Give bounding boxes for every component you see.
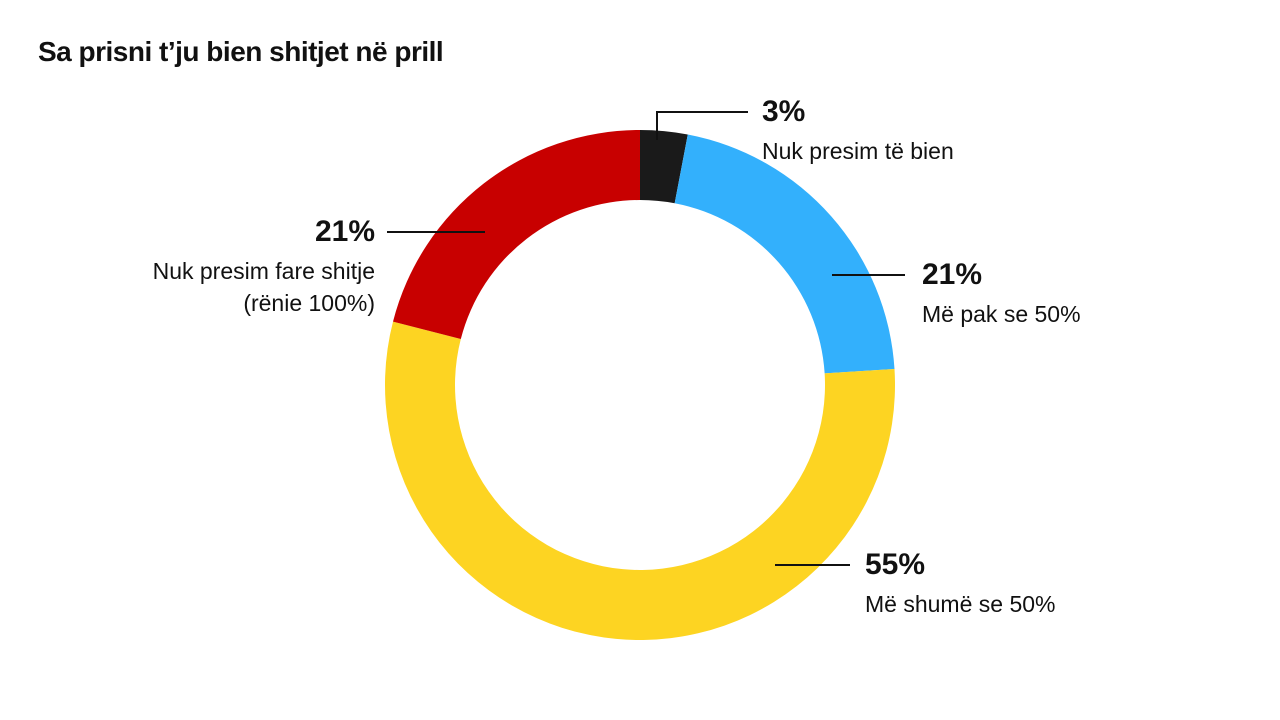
category-label: Nuk presim të bien	[762, 138, 954, 164]
donut-segment	[385, 321, 895, 640]
value-label: 55%	[865, 548, 926, 581]
donut-segment	[393, 130, 640, 339]
chart-title: Sa prisni t’ju bien shitjet në prill	[38, 36, 444, 67]
value-label: 21%	[922, 258, 983, 291]
category-label: Më shumë se 50%	[865, 591, 1056, 617]
category-label: Më pak se 50%	[922, 301, 1081, 327]
leader-line	[656, 111, 748, 140]
value-label: 21%	[314, 215, 375, 248]
value-label: 3%	[762, 95, 806, 128]
category-label: Nuk presim fare shitje (rënie 100%)	[152, 258, 375, 316]
donut-segment	[674, 134, 895, 374]
donut-segment	[640, 130, 688, 204]
